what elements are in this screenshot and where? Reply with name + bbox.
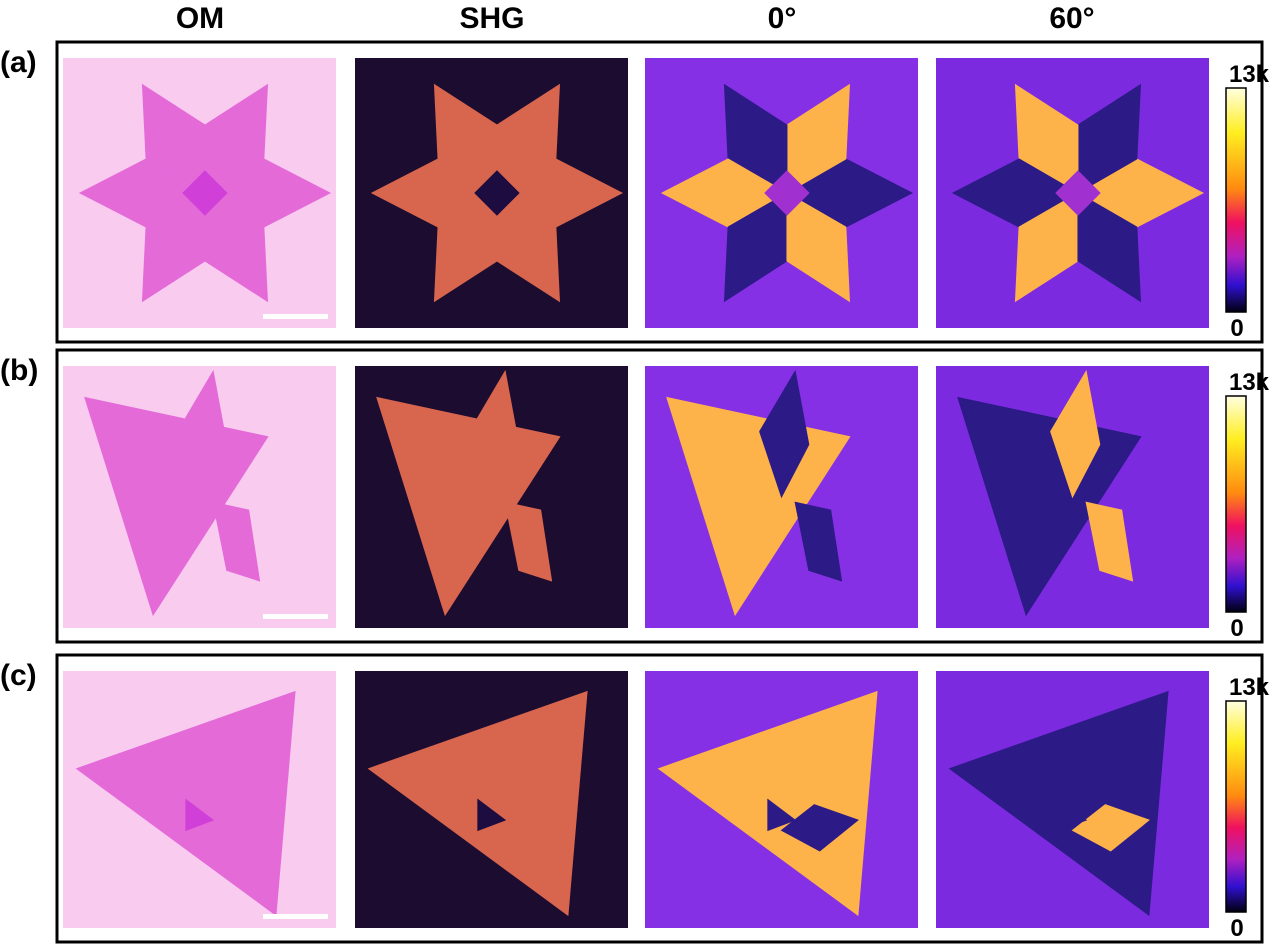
flake-shape bbox=[474, 170, 520, 216]
row-frame bbox=[55, 40, 1264, 344]
colorbar-min: 0 bbox=[1230, 615, 1243, 642]
row-label: (a) bbox=[0, 46, 37, 79]
flake-shape bbox=[1058, 798, 1088, 832]
flake-shape bbox=[177, 369, 228, 499]
scale-bar bbox=[263, 614, 328, 619]
colorbar-min: 0 bbox=[1230, 915, 1243, 942]
column-header: OM bbox=[176, 2, 224, 35]
flake-shape bbox=[780, 804, 859, 852]
flake-shape bbox=[490, 804, 569, 852]
flake-shape bbox=[496, 192, 561, 303]
colorbar-max: 13k bbox=[1229, 674, 1269, 701]
flake-shape bbox=[477, 798, 507, 832]
flake-shape bbox=[1050, 369, 1101, 499]
colorbar bbox=[1225, 87, 1247, 313]
colorbar-min: 0 bbox=[1230, 315, 1243, 342]
flake-shape bbox=[764, 170, 810, 216]
colorbar-max: 13k bbox=[1229, 61, 1269, 88]
scale-bar bbox=[263, 914, 328, 919]
flake-shape bbox=[198, 804, 277, 852]
flake-shape bbox=[504, 501, 553, 582]
flake-shape bbox=[1085, 501, 1134, 582]
colorbar bbox=[1225, 395, 1247, 613]
flake-shape bbox=[204, 192, 269, 303]
flake-shape bbox=[1071, 804, 1150, 852]
colorbar bbox=[1225, 700, 1247, 913]
row-frame bbox=[55, 348, 1264, 644]
flake-shape bbox=[767, 798, 797, 832]
row-label: (c) bbox=[0, 659, 37, 692]
row-frame bbox=[55, 653, 1264, 944]
flake-shape bbox=[212, 501, 261, 582]
flake-shape bbox=[469, 369, 520, 499]
flake-shape bbox=[185, 798, 215, 832]
flake-shape bbox=[794, 501, 843, 582]
flake-shape bbox=[786, 192, 851, 303]
row-label: (b) bbox=[0, 354, 38, 387]
flake-shape bbox=[182, 170, 228, 216]
scale-bar bbox=[263, 314, 328, 319]
column-header: 0° bbox=[768, 2, 797, 35]
colorbar-max: 13k bbox=[1229, 369, 1269, 396]
flake-shape bbox=[1055, 170, 1101, 216]
flake-shape bbox=[1077, 192, 1142, 303]
flake-shape bbox=[759, 369, 810, 499]
column-header: SHG bbox=[459, 2, 524, 35]
column-header: 60° bbox=[1049, 2, 1094, 35]
